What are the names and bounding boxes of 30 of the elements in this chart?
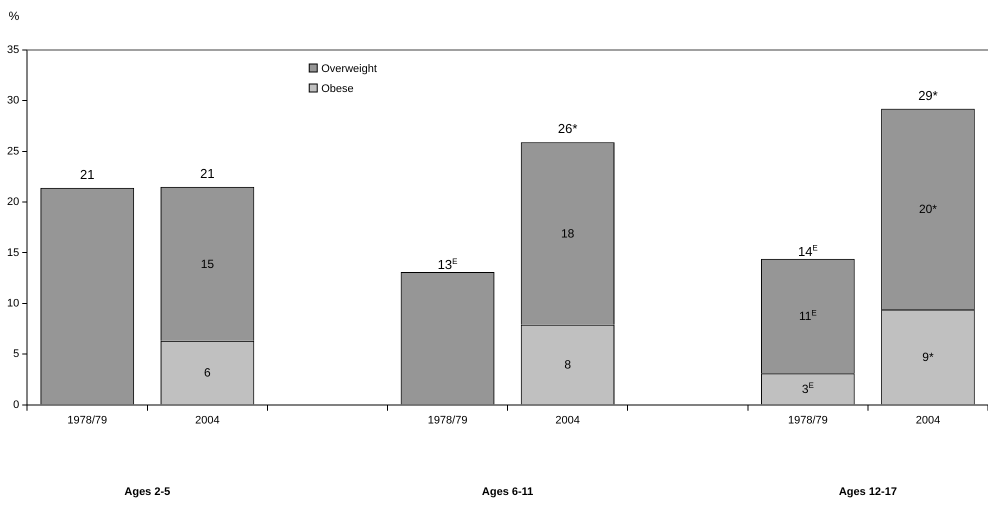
- data-label: 9*: [922, 350, 934, 364]
- x-tick-label: 2004: [195, 414, 220, 426]
- text: Ages 2-5: [124, 486, 170, 498]
- x-tick-label: 2004: [916, 414, 940, 426]
- y-tick-label: 10: [6, 297, 20, 310]
- legend-label: Overweight: [321, 63, 377, 75]
- total-label: 21: [200, 166, 215, 181]
- x-tick-label: 1978/79: [67, 414, 108, 426]
- text: Ages 12-17: [838, 486, 897, 498]
- y-tick-label: 25: [6, 145, 20, 158]
- x-tick-label: 2004: [555, 414, 580, 426]
- total-label: 29*: [918, 88, 938, 103]
- total-label: 21: [80, 166, 95, 182]
- data-label: 8: [564, 358, 572, 372]
- x-tick-label: 1978/79: [788, 414, 828, 426]
- y-axis-title: %: [8, 9, 20, 23]
- data-label: 6: [204, 366, 212, 380]
- data-label: 15: [200, 256, 214, 271]
- y-tick-label: 35: [6, 44, 20, 56]
- y-tick-label: 0: [13, 398, 20, 411]
- y-tick-label: 30: [6, 94, 20, 107]
- text: Ages 6-11: [482, 486, 534, 498]
- x-tick-label: 1978/79: [428, 414, 468, 426]
- total-label: 26*: [558, 121, 578, 136]
- legend-label: Obese: [321, 83, 354, 95]
- y-tick-label: 5: [13, 348, 20, 360]
- y-tick-label: 15: [6, 246, 20, 259]
- data-label: 18: [560, 226, 575, 240]
- data-label: 20*: [918, 202, 938, 216]
- y-tick-label: 20: [6, 196, 20, 208]
